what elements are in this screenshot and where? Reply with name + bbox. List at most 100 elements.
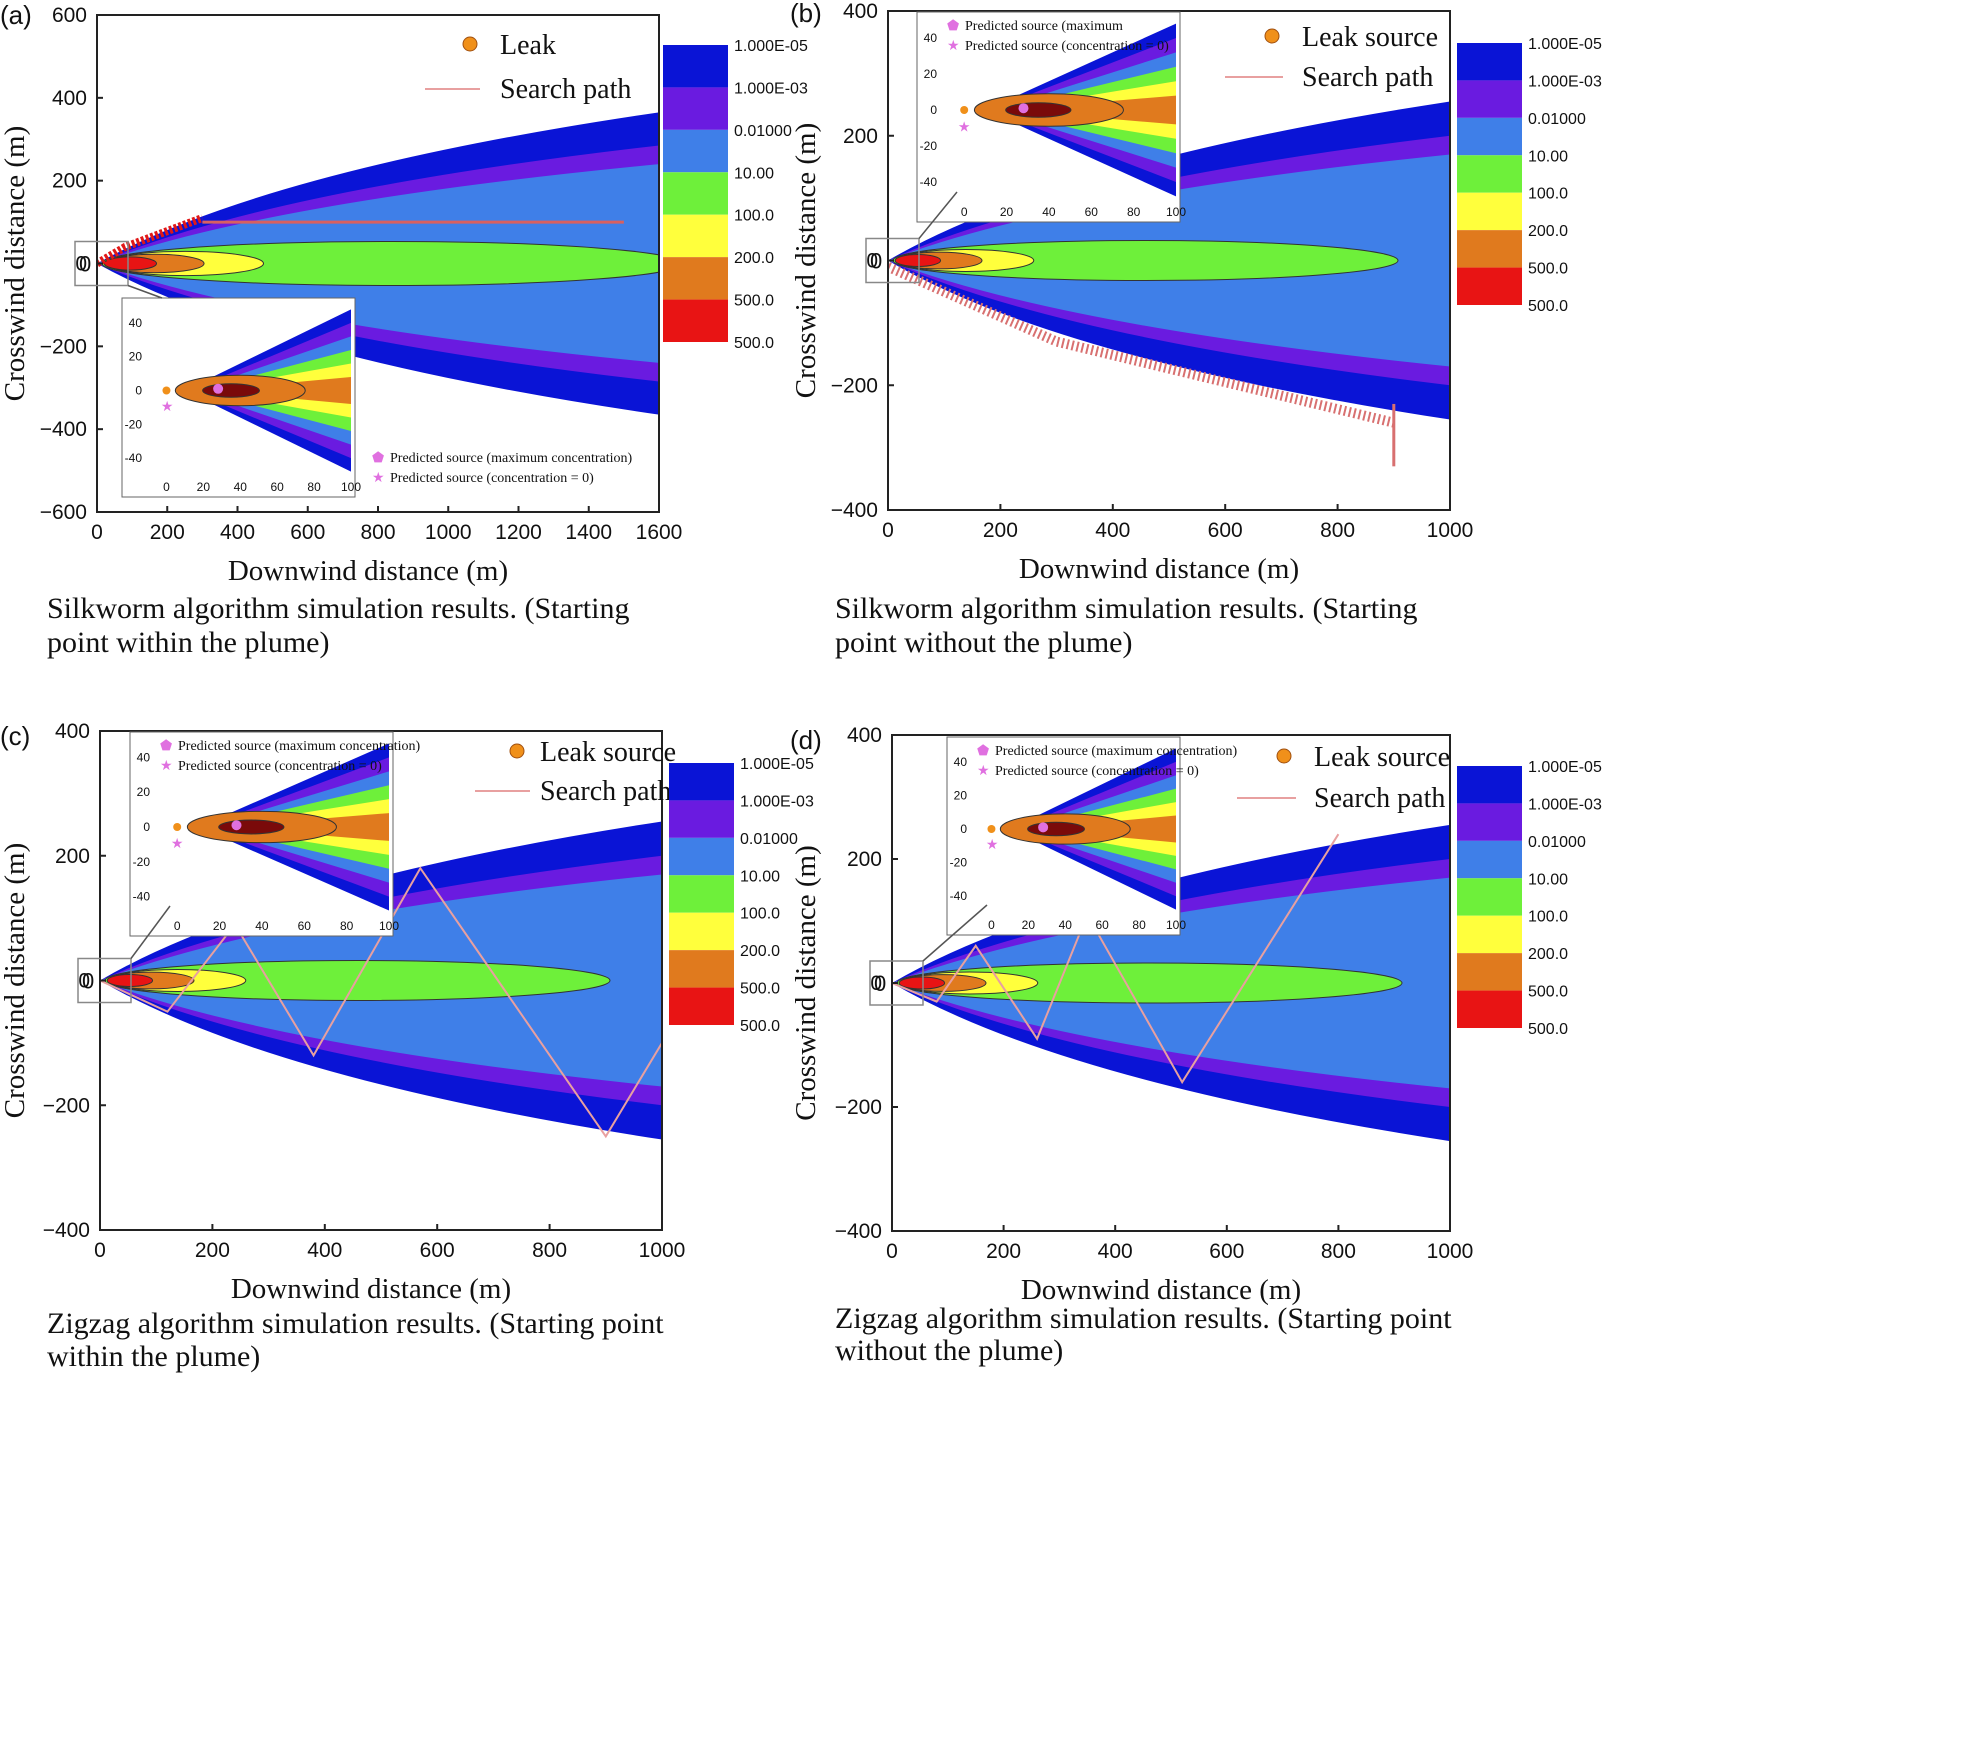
- panel-caption-line: Silkworm algorithm simulation results. (…: [835, 592, 1417, 625]
- colorbar-cell: [669, 763, 734, 801]
- inset-predicted-zero-icon: ★: [986, 838, 999, 853]
- inset-legend-label: Predicted source (maximum concentration): [178, 739, 421, 754]
- inset-legend-icon: ⬟: [160, 739, 172, 754]
- y-tick-label: 400: [52, 87, 87, 110]
- legend-path-label: Search path: [1314, 783, 1445, 814]
- origin-zero-label: 0: [82, 969, 94, 994]
- inset-leak-marker: [173, 823, 182, 831]
- y-axis-title: Crosswind distance (m): [0, 843, 31, 1118]
- inset-y-tick-label: -40: [133, 890, 151, 904]
- colorbar-cell: [1457, 43, 1522, 81]
- origin-zero-label: 0: [870, 249, 882, 274]
- inset-x-tick-label: 100: [379, 919, 399, 933]
- inset-leak-marker: [987, 825, 996, 833]
- x-tick-label: 0: [94, 1239, 106, 1262]
- inset-y-tick-label: 20: [129, 350, 143, 364]
- plot-area: [100, 821, 662, 1140]
- inset-y-tick-label: 20: [137, 785, 151, 799]
- panel-a: (a)0 200 400 600 800 1000 1200 1400 160060040020…: [0, 0, 808, 659]
- colorbar-label: 500.0: [734, 293, 774, 310]
- inset-predicted-zero-icon: ★: [171, 837, 184, 852]
- y-axis-title: Crosswind distance (m): [790, 123, 822, 398]
- x-tick-label: 800: [532, 1239, 567, 1262]
- zoom-arrow: [918, 191, 958, 239]
- zoom-box: [865, 237, 920, 284]
- panel-caption-line: Zigzag algorithm simulation results. (St…: [47, 1307, 664, 1340]
- x-tick-label: 1000: [1427, 519, 1474, 542]
- colorbar-cell: [1457, 267, 1522, 305]
- x-tick-label: 600: [1208, 519, 1243, 542]
- x-tick-label: 1000: [639, 1239, 686, 1262]
- inset-x-tick-label: 20: [213, 919, 227, 933]
- inset-x-tick-label: 60: [1096, 918, 1110, 932]
- colorbar-cell: [1457, 230, 1522, 268]
- inset-y-tick-label: 40: [924, 31, 938, 45]
- x-axis-title: Downwind distance (m): [1019, 553, 1299, 585]
- colorbar-label: 1.000E-05: [734, 38, 808, 55]
- inset-y-tick-label: 20: [924, 67, 938, 81]
- leak-marker: [509, 743, 525, 759]
- inset-legend-label: Predicted source (concentration = 0): [965, 39, 1169, 54]
- y-tick-label: 200: [843, 125, 878, 148]
- inset-x-tick-label: 40: [1042, 205, 1056, 219]
- panel-d: (d)0 200 400 600 800 10004002000−200−400Downw…: [790, 724, 1602, 1367]
- inset-x-tick-label: 80: [307, 480, 321, 494]
- y-tick-label: 400: [55, 720, 90, 743]
- colorbar-cell: [1457, 915, 1522, 954]
- inset: ★ 0 20 40 60 80 100 40 20 0 -20 -40 ⬟ Predicted sourc…: [916, 11, 1186, 223]
- contour-500: [898, 976, 946, 990]
- colorbar-label: 1.000E-03: [1528, 796, 1602, 813]
- zoom-arrow: [922, 904, 988, 962]
- inset-x-tick-label: 60: [271, 480, 285, 494]
- x-tick-label: 400: [1098, 1240, 1133, 1263]
- colorbar-label: 10.00: [740, 868, 780, 885]
- inset-x-tick-label: 100: [1166, 205, 1186, 219]
- colorbar-label: 0.01000: [1528, 111, 1586, 128]
- inset-x-tick-label: 100: [1166, 918, 1186, 932]
- colorbar-label: 1.000E-03: [1528, 73, 1602, 90]
- inset-x-tick-label: 0: [163, 480, 170, 494]
- legend-path-label: Search path: [1302, 62, 1433, 93]
- colorbar-cell: [669, 837, 734, 876]
- x-tick-label: 800: [1321, 1240, 1356, 1263]
- leak-marker: [1276, 748, 1292, 764]
- x-tick-label: 400: [1095, 519, 1130, 542]
- inset-predicted-max: [1038, 822, 1049, 833]
- plot-area: [888, 101, 1450, 467]
- x-axis-title: Downwind distance (m): [231, 1273, 511, 1305]
- inset-x-tick-label: 20: [197, 480, 211, 494]
- inset-legend-icon: ⬟: [947, 19, 959, 34]
- colorbar-label: 0.01000: [1528, 834, 1586, 851]
- colorbar-label: 500.0: [740, 981, 780, 998]
- colorbar-label: 100.0: [734, 208, 774, 225]
- panel-caption-line: Silkworm algorithm simulation results. (…: [47, 592, 629, 625]
- colorbar-cell: [1457, 80, 1522, 118]
- inset-x-tick-label: 60: [298, 919, 312, 933]
- colorbar-cell: [1457, 953, 1522, 991]
- inset-leak-marker: [162, 386, 171, 395]
- colorbar-label: 1.000E-05: [1528, 759, 1602, 776]
- x-tick-label: 200: [195, 1239, 230, 1262]
- colorbar-label: 10.00: [1528, 871, 1568, 888]
- inset-legend-label: Predicted source (concentration = 0): [390, 471, 594, 486]
- colorbar-label: 10.00: [734, 165, 774, 182]
- inset-y-tick-label: 0: [143, 820, 150, 834]
- x-tick-label: 800: [360, 521, 395, 544]
- inset-legend-icon: ★: [947, 39, 960, 54]
- colorbar-cell: [1457, 192, 1522, 231]
- colorbar-label: 100.0: [1528, 909, 1568, 926]
- inset-y-tick-label: -40: [125, 451, 143, 465]
- inset-legend-icon: ★: [160, 759, 173, 774]
- x-tick-label: 600: [420, 1239, 455, 1262]
- search-path: [892, 833, 1340, 1085]
- inset-x-tick-label: 40: [255, 919, 269, 933]
- colorbar-label: 1.000E-03: [734, 80, 808, 97]
- inset-legend-label: Predicted source (concentration = 0): [178, 759, 382, 774]
- colorbar-cell: [1457, 155, 1522, 193]
- x-tick-label: 0: [886, 1240, 898, 1263]
- colorbar-label: 500.0: [1528, 261, 1568, 278]
- colorbar-label: 500.0: [1528, 298, 1568, 315]
- search-path: [888, 262, 1395, 428]
- y-tick-label: −400: [40, 418, 87, 441]
- x-tick-label: 800: [1320, 519, 1355, 542]
